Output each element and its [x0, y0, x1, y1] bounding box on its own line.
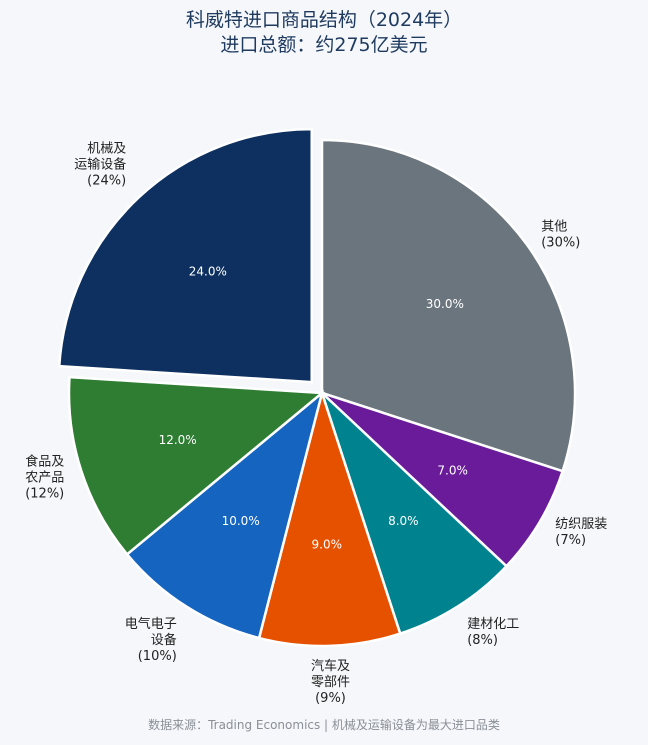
- pie-slice: [57, 127, 313, 384]
- slice-percent-label: 24.0%: [189, 264, 227, 278]
- slice-category-label: 机械及运输设备(24%): [74, 142, 126, 189]
- source-note: 数据来源：Trading Economics | 机械及运输设备为最大进口品类: [148, 718, 500, 732]
- slice-category-label: 建材化工(8%): [467, 617, 519, 648]
- slice-category-label: 纺织服装(7%): [555, 517, 607, 548]
- pie-slice: [321, 391, 565, 568]
- pie-slice: [320, 392, 509, 636]
- slice-percent-label: 30.0%: [426, 297, 464, 311]
- pie-slice: [67, 375, 326, 557]
- slice-category-label: 汽车及零部件(9%): [311, 658, 350, 706]
- slice-percent-label: 7.0%: [437, 463, 468, 477]
- pie-slice: [125, 389, 325, 640]
- slice-percent-label: 8.0%: [388, 514, 419, 528]
- slice-percent-label: 9.0%: [312, 538, 343, 552]
- pie-slice: [257, 388, 402, 648]
- pie-slice: [320, 138, 577, 473]
- chart-title: 科威特进口商品结构（2024年）: [185, 9, 463, 31]
- chart-subtitle: 进口总额：约275亿美元: [220, 34, 428, 56]
- slice-category-label: 电气电子设备(10%): [125, 616, 177, 664]
- slice-percent-label: 12.0%: [159, 433, 197, 447]
- slice-category-label: 其他(30%): [541, 220, 580, 251]
- slice-category-label: 食品及农产品(12%): [25, 454, 64, 502]
- slice-percent-label: 10.0%: [222, 514, 260, 528]
